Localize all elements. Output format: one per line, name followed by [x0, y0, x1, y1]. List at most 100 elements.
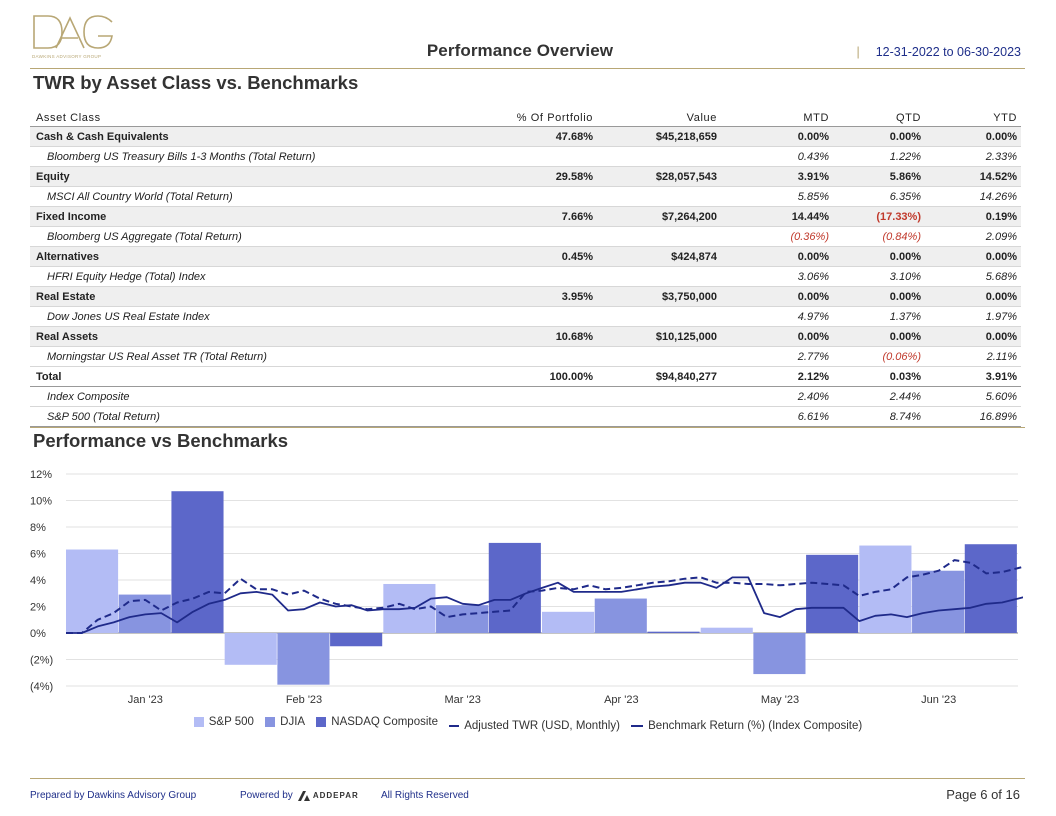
y-tick-label: (2%): [30, 655, 53, 667]
y-tick-label: 10%: [30, 496, 52, 508]
row-qtd: 0.03%: [833, 366, 925, 387]
row-mtd: 5.85%: [721, 186, 833, 207]
row-qtd: 0.00%: [833, 126, 925, 147]
row-qtd: 8.74%: [833, 406, 925, 427]
row-value: $424,874: [597, 246, 721, 267]
row-name: Dow Jones US Real Estate Index: [30, 306, 420, 327]
x-tick-label: Mar '23: [444, 694, 480, 706]
row-pct: 3.95%: [420, 286, 597, 307]
row-pct: [420, 386, 597, 407]
bar-nasdaq-composite: [171, 491, 224, 633]
row-name: Real Assets: [30, 326, 420, 347]
table-row: Bloomberg US Aggregate (Total Return) (0…: [30, 226, 1021, 247]
row-value: $94,840,277: [597, 366, 721, 387]
row-mtd: 6.61%: [721, 406, 833, 427]
row-name: HFRI Equity Hedge (Total) Index: [30, 266, 420, 287]
row-ytd: 0.19%: [925, 206, 1021, 227]
table-header-row: Asset Class % Of Portfolio Value MTD QTD…: [30, 110, 1021, 127]
prepared-by: Prepared by Dawkins Advisory Group: [30, 790, 197, 801]
addepar-icon: [297, 790, 310, 801]
row-qtd: 3.10%: [833, 266, 925, 287]
row-value: $3,750,000: [597, 286, 721, 307]
row-mtd: 3.91%: [721, 166, 833, 187]
row-mtd: 3.06%: [721, 266, 833, 287]
table-row: Fixed Income 7.66% $7,264,200 14.44% (17…: [30, 206, 1021, 227]
col-value: Value: [597, 110, 721, 127]
row-mtd: (0.36%): [721, 226, 833, 247]
logo-subtext: DAWKINS ADVISORY GROUP: [32, 54, 101, 59]
legend-line-dashed: [631, 725, 644, 727]
row-ytd: 0.00%: [925, 246, 1021, 267]
row-qtd: 6.35%: [833, 186, 925, 207]
x-tick-label: Jan '23: [128, 694, 163, 706]
y-tick-label: 6%: [30, 549, 46, 561]
bar-nasdaq-composite: [330, 633, 383, 647]
header-separator: |: [856, 45, 860, 59]
table-row: Alternatives 0.45% $424,874 0.00% 0.00% …: [30, 246, 1021, 267]
row-mtd: 2.77%: [721, 346, 833, 367]
addepar-logo: ADDEPAR: [297, 790, 359, 801]
table-row: Morningstar US Real Asset TR (Total Retu…: [30, 346, 1021, 367]
bar-nasdaq-composite: [964, 544, 1017, 633]
row-qtd: 1.22%: [833, 146, 925, 167]
row-ytd: 0.00%: [925, 286, 1021, 307]
row-name: Cash & Cash Equivalents: [30, 126, 420, 147]
row-name: Index Composite: [30, 386, 420, 407]
row-value: $45,218,659: [597, 126, 721, 147]
row-pct: 10.68%: [420, 326, 597, 347]
row-value: [597, 186, 721, 207]
col-pct-portfolio: % Of Portfolio: [420, 110, 597, 127]
legend-djia: DJIA: [265, 716, 305, 728]
row-qtd: 0.00%: [833, 326, 925, 347]
row-pct: 0.45%: [420, 246, 597, 267]
row-name: Fixed Income: [30, 206, 420, 227]
bar-nasdaq-composite: [488, 542, 541, 633]
col-qtd: QTD: [833, 110, 925, 127]
legend-label: NASDAQ Composite: [331, 716, 438, 728]
legend-label: DJIA: [280, 716, 306, 728]
row-pct: [420, 186, 597, 207]
table-row: Equity 29.58% $28,057,543 3.91% 5.86% 14…: [30, 166, 1021, 187]
row-name: Alternatives: [30, 246, 420, 267]
row-name: MSCI All Country World (Total Return): [30, 186, 420, 207]
row-mtd: 2.40%: [721, 386, 833, 407]
y-tick-label: (4%): [30, 681, 53, 693]
header-divider: [30, 68, 1025, 69]
row-ytd: 14.52%: [925, 166, 1021, 187]
report-title: Performance Overview: [426, 41, 614, 60]
date-range-text: 12-31-2022 to 06-30-2023: [875, 45, 1021, 59]
row-pct: [420, 266, 597, 287]
row-mtd: 0.00%: [721, 246, 833, 267]
row-ytd: 5.68%: [925, 266, 1021, 287]
row-mtd: 0.43%: [721, 146, 833, 167]
row-qtd: 0.00%: [833, 246, 925, 267]
legend-adjusted-twr: Adjusted TWR (USD, Monthly): [449, 720, 620, 732]
row-mtd: 4.97%: [721, 306, 833, 327]
bar-djia: [594, 598, 647, 633]
row-name: Bloomberg US Aggregate (Total Return): [30, 226, 420, 247]
col-asset-class: Asset Class: [30, 110, 420, 127]
row-pct: 7.66%: [420, 206, 597, 227]
legend-sp500: S&P 500: [193, 716, 254, 728]
chart-legend: S&P 500 DJIA NASDAQ Composite Adjusted T…: [0, 716, 1056, 732]
row-value: [597, 346, 721, 367]
y-tick-label: 0%: [30, 628, 46, 640]
row-ytd: 1.97%: [925, 306, 1021, 327]
table-row: Cash & Cash Equivalents 47.68% $45,218,6…: [30, 126, 1021, 147]
row-qtd: 5.86%: [833, 166, 925, 187]
row-ytd: 5.60%: [925, 386, 1021, 407]
legend-swatch-djia: [265, 717, 276, 727]
row-mtd: 2.12%: [721, 366, 833, 387]
legend-nasdaq: NASDAQ Composite: [316, 716, 438, 728]
row-qtd: (0.84%): [833, 226, 925, 247]
addepar-text: ADDEPAR: [312, 791, 359, 800]
row-mtd: 0.00%: [721, 326, 833, 347]
bar-s-p-500: [224, 633, 277, 665]
table-row: Dow Jones US Real Estate Index 4.97% 1.3…: [30, 306, 1021, 327]
row-value: [597, 226, 721, 247]
x-tick-label: May '23: [761, 694, 799, 706]
row-pct: [420, 146, 597, 167]
table-row: Bloomberg US Treasury Bills 1-3 Months (…: [30, 146, 1021, 167]
bar-djia: [277, 633, 330, 685]
table-row: Index Composite 2.40% 2.44% 5.60%: [30, 386, 1021, 407]
